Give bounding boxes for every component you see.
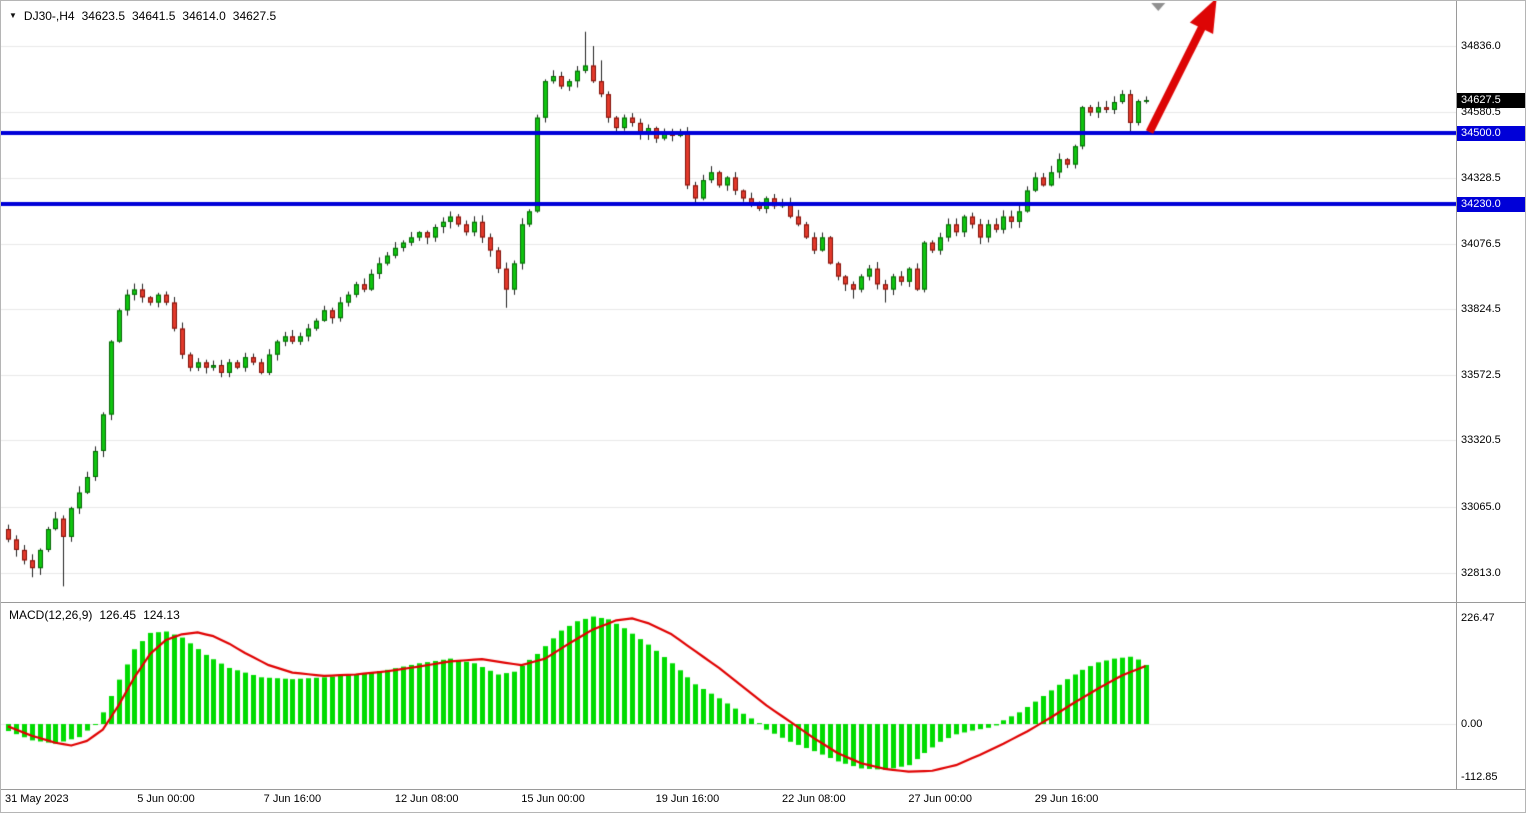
price-tag-34627.5: 34627.5 (1457, 93, 1525, 109)
price-tick-label: 34580.5 (1461, 106, 1501, 119)
ohlc-close: 34627.5 (232, 9, 277, 23)
ohlc-low: 34614.0 (182, 9, 226, 23)
price-tag-34230.0: 34230.0 (1457, 196, 1525, 212)
price-tick-label: 33065.0 (1461, 500, 1501, 513)
macd-tick-label: 0.00 (1461, 718, 1483, 731)
symbol-period-label: DJ30-,H4 (23, 9, 75, 23)
price-tick-label: 33824.5 (1461, 303, 1501, 316)
ohlc-high: 34641.5 (132, 9, 176, 23)
price-tick-label: 33320.5 (1461, 434, 1501, 447)
macd-chart-canvas[interactable] (1, 603, 1456, 789)
macd-tick-label: -112.85 (1461, 770, 1498, 783)
time-tick-label: 27 Jun 00:00 (908, 793, 972, 805)
time-tick-label: 19 Jun 16:00 (655, 793, 720, 805)
time-axis[interactable]: 31 May 2023 5 Jun 00:00 7 Jun 16:00 12 Jun … (1, 790, 1456, 812)
price-tick-label: 33572.5 (1461, 368, 1501, 381)
time-tick-label: 5 Jun 00:00 (137, 793, 195, 805)
time-tick-label: 31 May 2023 (5, 793, 69, 805)
macd-timeaxis-separator (1, 789, 1525, 790)
macd-signal-value: 124.13 (143, 608, 180, 622)
time-tick-label: 7 Jun 16:00 (263, 793, 322, 805)
macd-main-value: 126.45 (99, 608, 137, 622)
ohlc-header: ▼ DJ30-,H4 34623.5 34641.5 34614.0 34627… (9, 9, 276, 23)
price-axis[interactable]: 34836.0 34627.5 34580.5 34500.0 34328.5 34230… (1457, 1, 1525, 602)
price-tick-label: 34328.5 (1461, 171, 1501, 184)
time-tick-label: 12 Jun 08:00 (394, 793, 459, 805)
chart-macd-separator[interactable] (1, 602, 1525, 603)
price-tick-label: 34076.5 (1461, 237, 1501, 250)
main-chart-canvas[interactable] (1, 1, 1456, 602)
chart-dropdown-icon[interactable]: ▼ (9, 11, 17, 20)
macd-value-axis[interactable]: 226.47 0.00 -112.85 (1457, 603, 1525, 789)
axis-vertical-separator (1456, 1, 1457, 789)
time-tick-label: 22 Jun 08:00 (781, 793, 846, 805)
macd-name: MACD(12,26,9) (9, 608, 93, 622)
time-tick-label: 29 Jun 16:00 (1034, 793, 1099, 805)
price-tag-34500.0: 34500.0 (1457, 126, 1525, 142)
macd-indicator-label: MACD(12,26,9) 126.45 124.13 (9, 608, 180, 622)
price-tick-label: 34836.0 (1461, 39, 1501, 52)
time-tick-label: 15 Jun 00:00 (521, 793, 585, 805)
price-tick-label: 32813.0 (1461, 566, 1501, 579)
macd-tick-label: 226.47 (1461, 612, 1495, 625)
ohlc-open: 34623.5 (81, 9, 125, 23)
